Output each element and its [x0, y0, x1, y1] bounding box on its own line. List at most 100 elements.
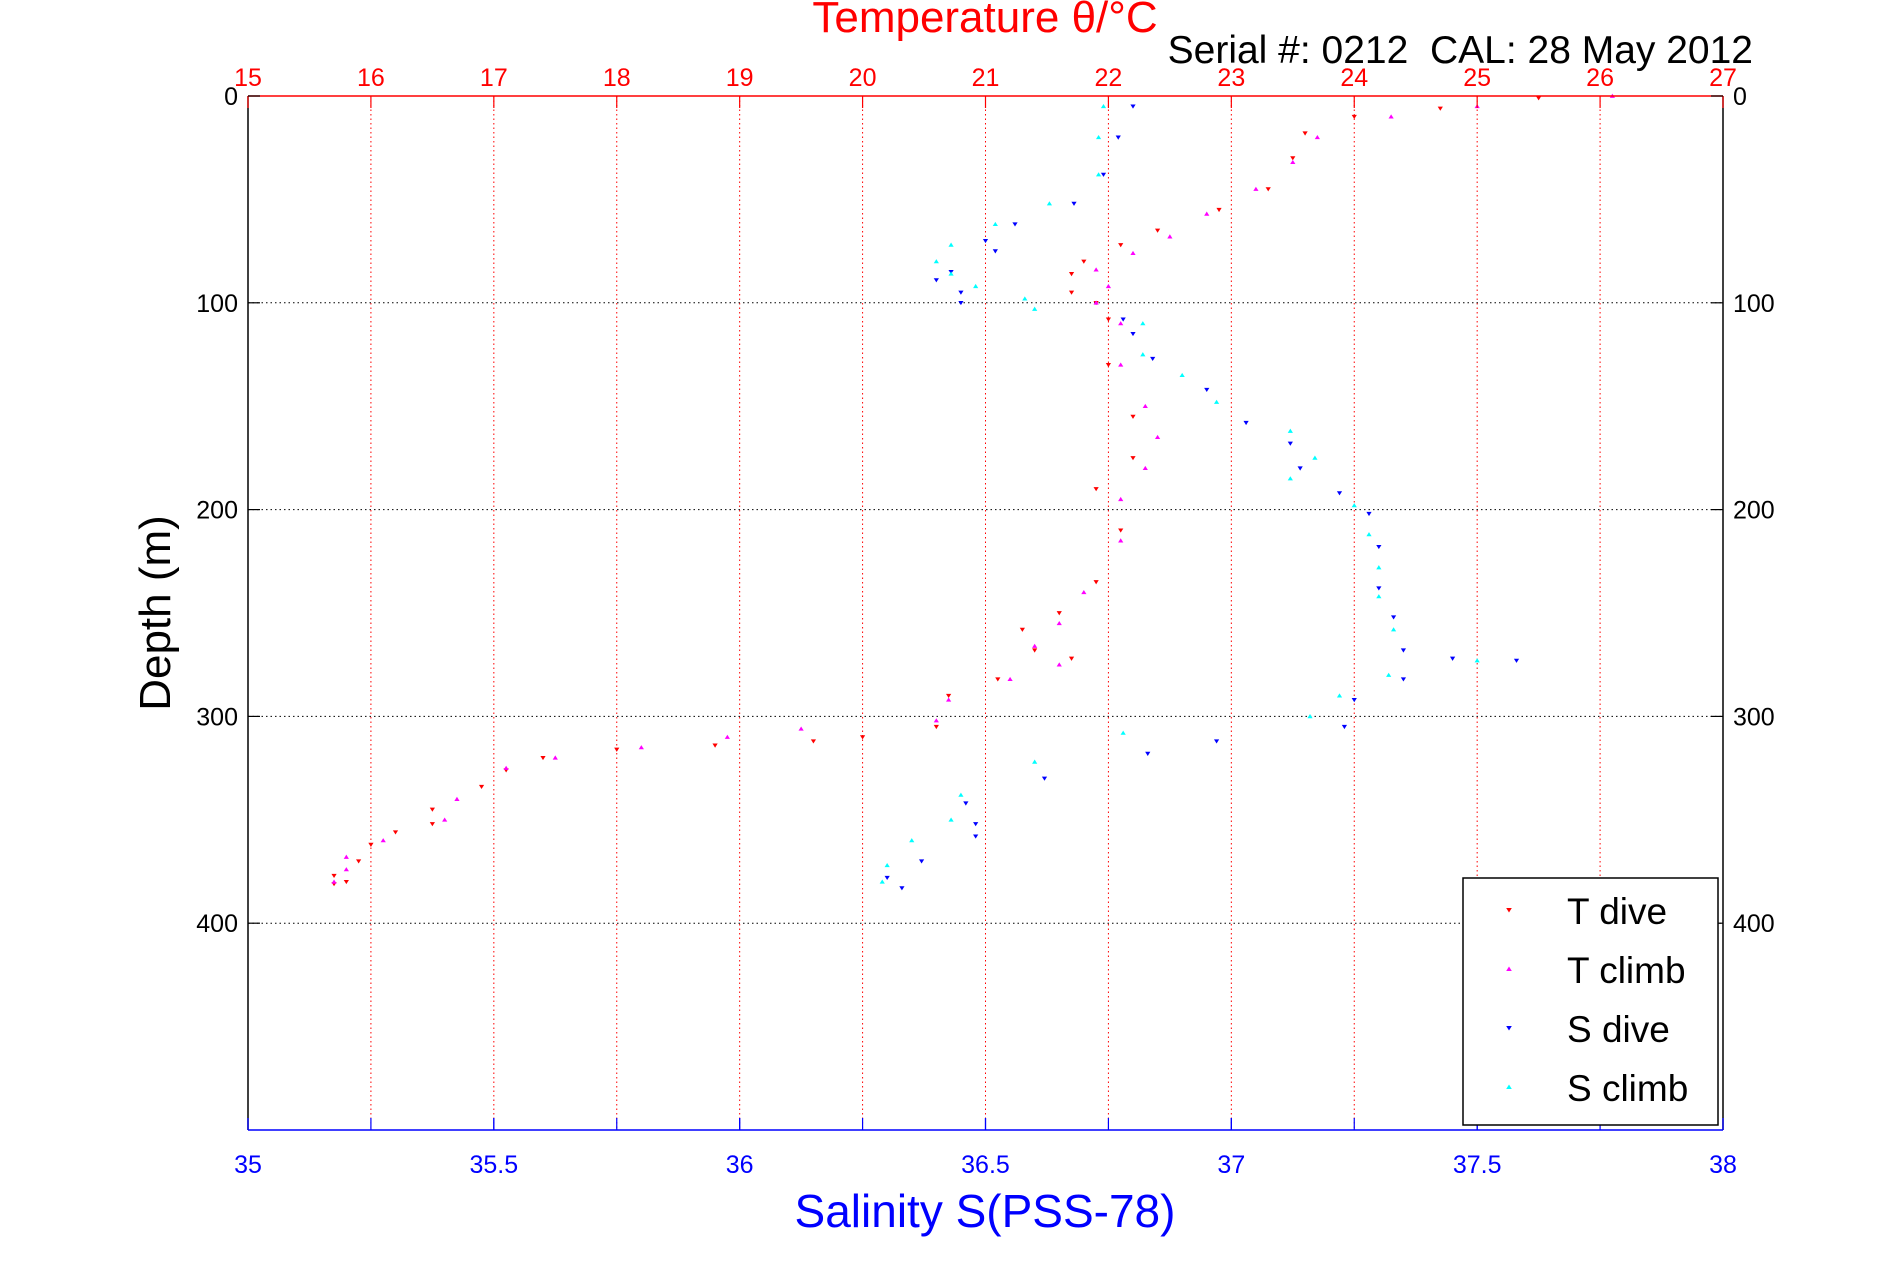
data-point: [948, 242, 954, 247]
data-point: [1388, 114, 1394, 119]
bottom-tick-label: 35.5: [469, 1151, 518, 1179]
data-point: [1140, 352, 1146, 357]
right-tick-label: 200: [1733, 497, 1775, 525]
left-tick-label: 200: [196, 497, 238, 525]
data-point: [1154, 228, 1161, 233]
bottom-tick-label: 38: [1709, 1151, 1737, 1179]
data-point: [1118, 496, 1124, 502]
data-point: [1032, 643, 1038, 648]
left-tick-label: 0: [224, 83, 238, 111]
data-point: [948, 271, 954, 276]
legend-marker: [1506, 1084, 1512, 1089]
data-point: [798, 726, 804, 731]
right-tick-label: 300: [1733, 703, 1775, 731]
data-point: [909, 838, 915, 843]
data-point: [1204, 211, 1210, 216]
top-tick-label: 24: [1340, 64, 1368, 92]
bottom-tick-label: 36: [726, 1151, 754, 1179]
data-point: [1386, 672, 1392, 677]
data-point: [1437, 106, 1443, 111]
legend-label: T climb: [1567, 950, 1686, 991]
data-point: [1118, 538, 1124, 543]
series-s-dive: [884, 104, 1520, 891]
data-point: [1130, 456, 1136, 461]
top-tick-label: 21: [972, 64, 1000, 92]
top-tick-label: 25: [1463, 64, 1491, 92]
data-point: [899, 886, 905, 891]
data-point: [963, 801, 969, 806]
data-point: [1167, 234, 1173, 239]
right-tick-label: 100: [1733, 290, 1775, 318]
data-point: [1032, 306, 1038, 311]
data-point: [1400, 677, 1407, 682]
data-point: [973, 834, 979, 839]
data-point: [1287, 476, 1293, 481]
data-point: [1351, 114, 1357, 120]
data-point: [1265, 187, 1271, 192]
data-point: [638, 745, 644, 750]
data-point: [879, 879, 885, 884]
right-tick-label: 400: [1733, 910, 1775, 938]
top-tick-label: 20: [849, 64, 877, 92]
data-points: [331, 93, 1615, 891]
legend-label: S dive: [1567, 1009, 1670, 1050]
data-point: [946, 693, 952, 699]
data-point: [540, 755, 546, 761]
data-point: [1115, 135, 1121, 140]
data-point: [1130, 332, 1136, 337]
data-point: [454, 796, 460, 801]
data-point: [1336, 693, 1343, 698]
data-point: [1140, 321, 1146, 326]
data-point: [1105, 283, 1112, 289]
data-point: [1302, 131, 1308, 136]
data-point: [1536, 96, 1542, 101]
data-point: [1032, 759, 1038, 764]
data-point: [1081, 589, 1087, 595]
data-point: [884, 875, 890, 881]
data-point: [973, 283, 979, 289]
data-point: [429, 822, 435, 827]
data-point: [712, 743, 718, 748]
data-point: [1376, 545, 1382, 550]
data-point: [1400, 648, 1407, 653]
data-point: [1100, 172, 1107, 177]
data-point: [1118, 362, 1124, 367]
top-tick-label: 27: [1709, 64, 1737, 92]
chart-title: Temperature θ/°C: [812, 0, 1157, 42]
data-point: [1081, 259, 1087, 264]
data-point: [1056, 611, 1062, 616]
data-point: [1130, 250, 1136, 255]
data-point: [1341, 724, 1348, 730]
data-point: [1253, 186, 1259, 191]
legend-label: S climb: [1567, 1068, 1688, 1109]
top-tick-label: 17: [480, 64, 508, 92]
data-point: [958, 290, 964, 295]
left-tick-label: 300: [196, 703, 238, 731]
data-point: [1376, 594, 1382, 599]
data-point: [331, 879, 337, 884]
data-point: [1120, 317, 1126, 322]
data-point: [1216, 207, 1222, 213]
data-point: [1376, 565, 1382, 570]
data-point: [356, 859, 362, 864]
data-point: [1093, 487, 1099, 492]
legend-box: [1462, 877, 1719, 1126]
data-point: [1213, 739, 1220, 744]
data-point: [918, 859, 925, 864]
data-point: [1056, 621, 1062, 626]
data-point: [1093, 267, 1099, 272]
data-point: [331, 873, 337, 878]
data-point: [1390, 615, 1397, 620]
data-point: [1312, 455, 1318, 460]
data-point: [1390, 627, 1397, 632]
data-point: [992, 249, 998, 254]
legend-label: T dive: [1567, 891, 1667, 932]
data-point: [552, 755, 558, 760]
data-point: [1204, 387, 1210, 392]
data-point: [1032, 648, 1038, 653]
data-point: [1071, 201, 1077, 206]
top-tick-label: 22: [1095, 64, 1123, 92]
top-tick-label: 16: [357, 64, 385, 92]
data-point: [1154, 434, 1161, 440]
data-point: [1351, 698, 1357, 703]
